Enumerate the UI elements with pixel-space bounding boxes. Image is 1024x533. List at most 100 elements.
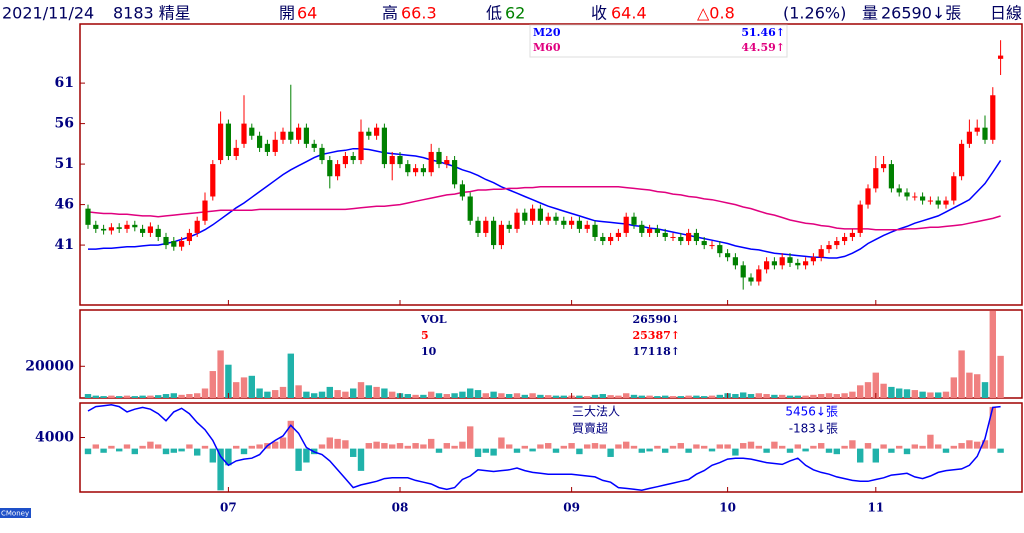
bar xyxy=(178,394,185,398)
bar xyxy=(857,385,864,398)
bar xyxy=(545,395,552,398)
candle-body xyxy=(818,249,824,258)
candle-body xyxy=(342,155,348,165)
bar xyxy=(623,441,630,449)
bar xyxy=(911,444,918,449)
bar xyxy=(272,441,279,449)
bar xyxy=(911,390,918,398)
candle-body xyxy=(459,184,465,197)
ma-line xyxy=(87,186,1001,231)
bar xyxy=(888,386,895,398)
bar xyxy=(966,440,973,449)
candle-body xyxy=(569,220,575,225)
institution-panel xyxy=(79,402,1023,493)
candle-body xyxy=(194,220,200,233)
candle-body xyxy=(990,95,996,140)
candle-body xyxy=(865,188,871,205)
candle-body xyxy=(249,127,255,136)
bar xyxy=(981,440,989,449)
ma-legend-box xyxy=(529,24,788,58)
bar xyxy=(420,394,427,398)
candle-body xyxy=(413,168,419,173)
bar xyxy=(264,391,271,398)
bar xyxy=(357,382,365,398)
bar xyxy=(287,353,294,398)
bar xyxy=(162,394,170,398)
y-tick-label: 4000 xyxy=(35,429,74,445)
candle-body xyxy=(756,269,762,282)
x-tick-label: 10 xyxy=(719,501,736,515)
candle-body xyxy=(686,232,692,242)
bar xyxy=(638,448,645,453)
candle-body xyxy=(647,228,653,233)
candle-body xyxy=(108,227,114,231)
legend-value: 5456↓張 xyxy=(785,405,838,419)
candle-body xyxy=(483,220,489,233)
candle-body xyxy=(561,220,567,225)
bar xyxy=(420,444,427,449)
brand: CMoney xyxy=(1,510,29,518)
bar xyxy=(708,395,716,398)
bar xyxy=(201,445,209,449)
bar xyxy=(443,394,450,398)
bar xyxy=(365,443,372,449)
candle-body xyxy=(436,151,442,165)
bar xyxy=(802,395,809,398)
bar xyxy=(482,448,489,453)
candle-body xyxy=(709,245,715,247)
period: 日線 xyxy=(990,4,1022,23)
bar xyxy=(225,448,232,466)
bar xyxy=(568,443,575,449)
bar xyxy=(841,393,848,398)
bar xyxy=(147,441,154,449)
bar xyxy=(747,394,755,398)
candle-body xyxy=(116,227,122,229)
bar xyxy=(373,386,380,398)
bar xyxy=(935,444,942,449)
bar xyxy=(108,445,115,449)
change-pct: (1.26%) xyxy=(783,4,846,23)
y-tick-label: 46 xyxy=(55,197,74,213)
candle-body xyxy=(592,224,598,237)
bar xyxy=(591,394,599,398)
bar xyxy=(942,391,950,398)
candle-body xyxy=(397,155,403,165)
bar xyxy=(740,443,747,449)
close-label: 收 xyxy=(591,4,607,23)
candle-body xyxy=(693,232,699,242)
bar xyxy=(950,377,957,398)
bar xyxy=(116,448,123,452)
bar xyxy=(997,448,1004,453)
bar xyxy=(178,448,185,452)
bar xyxy=(474,448,482,457)
bar xyxy=(303,391,310,398)
legend-name: M60 xyxy=(533,41,561,54)
bar xyxy=(482,393,489,398)
candle-body xyxy=(748,277,754,282)
bar xyxy=(326,386,333,398)
bar xyxy=(131,448,138,455)
bar xyxy=(295,448,302,471)
bar xyxy=(950,445,957,449)
bar xyxy=(318,444,326,449)
high-value: 66.3 xyxy=(401,4,437,23)
volume-value: 26590↓張 xyxy=(881,4,961,23)
candle-body xyxy=(85,208,91,225)
y-tick-label: 61 xyxy=(55,75,74,91)
bar xyxy=(599,444,606,449)
candle-body xyxy=(935,200,941,205)
y-tick-label: 56 xyxy=(55,116,74,132)
bar xyxy=(428,438,435,449)
bar xyxy=(974,441,981,449)
legend-value: 25387↑ xyxy=(633,329,681,342)
bar xyxy=(896,445,903,449)
bar xyxy=(662,448,669,453)
candle-body xyxy=(358,131,364,161)
bar xyxy=(92,395,99,398)
bar xyxy=(685,395,692,398)
candle-body xyxy=(93,224,99,229)
candle-body xyxy=(764,261,770,270)
bar xyxy=(318,391,326,398)
legend-name: 買賣超 xyxy=(572,421,608,436)
bar xyxy=(669,445,677,449)
